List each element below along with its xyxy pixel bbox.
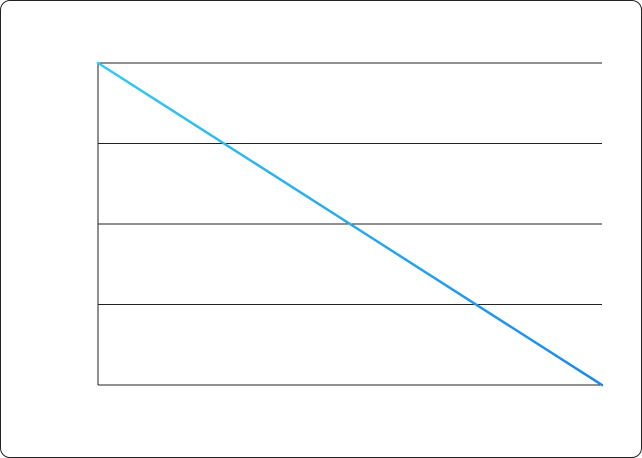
series-line-0 bbox=[96, 61, 604, 387]
series-layer bbox=[96, 61, 604, 387]
